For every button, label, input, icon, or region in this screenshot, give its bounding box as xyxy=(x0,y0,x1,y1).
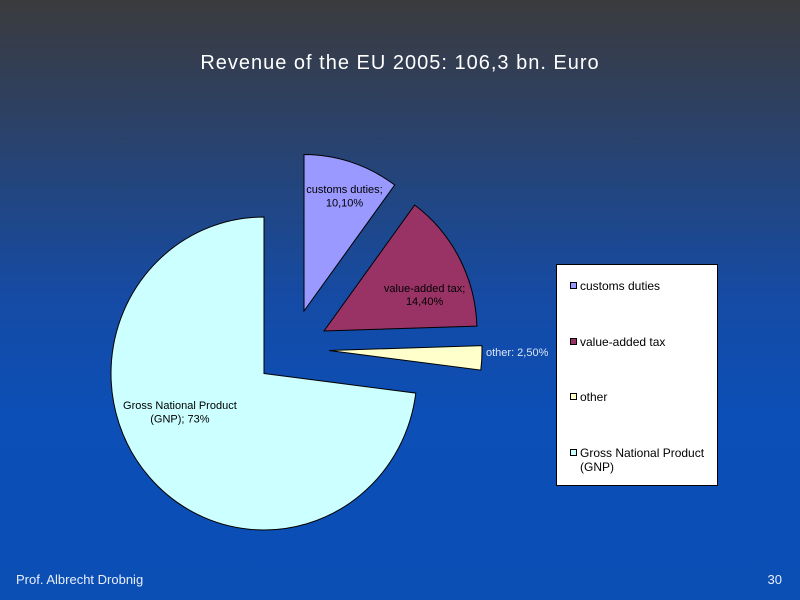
svg-text:14,40%: 14,40% xyxy=(406,296,444,308)
svg-text:10,10%: 10,10% xyxy=(326,198,364,210)
svg-text:Gross National Product: Gross National Product xyxy=(123,400,237,412)
svg-text:other: 2,50%: other: 2,50% xyxy=(486,347,549,359)
svg-text:(GNP); 73%: (GNP); 73% xyxy=(150,413,210,425)
svg-text:value-added tax;: value-added tax; xyxy=(384,283,465,295)
svg-text:customs duties;: customs duties; xyxy=(306,184,382,196)
